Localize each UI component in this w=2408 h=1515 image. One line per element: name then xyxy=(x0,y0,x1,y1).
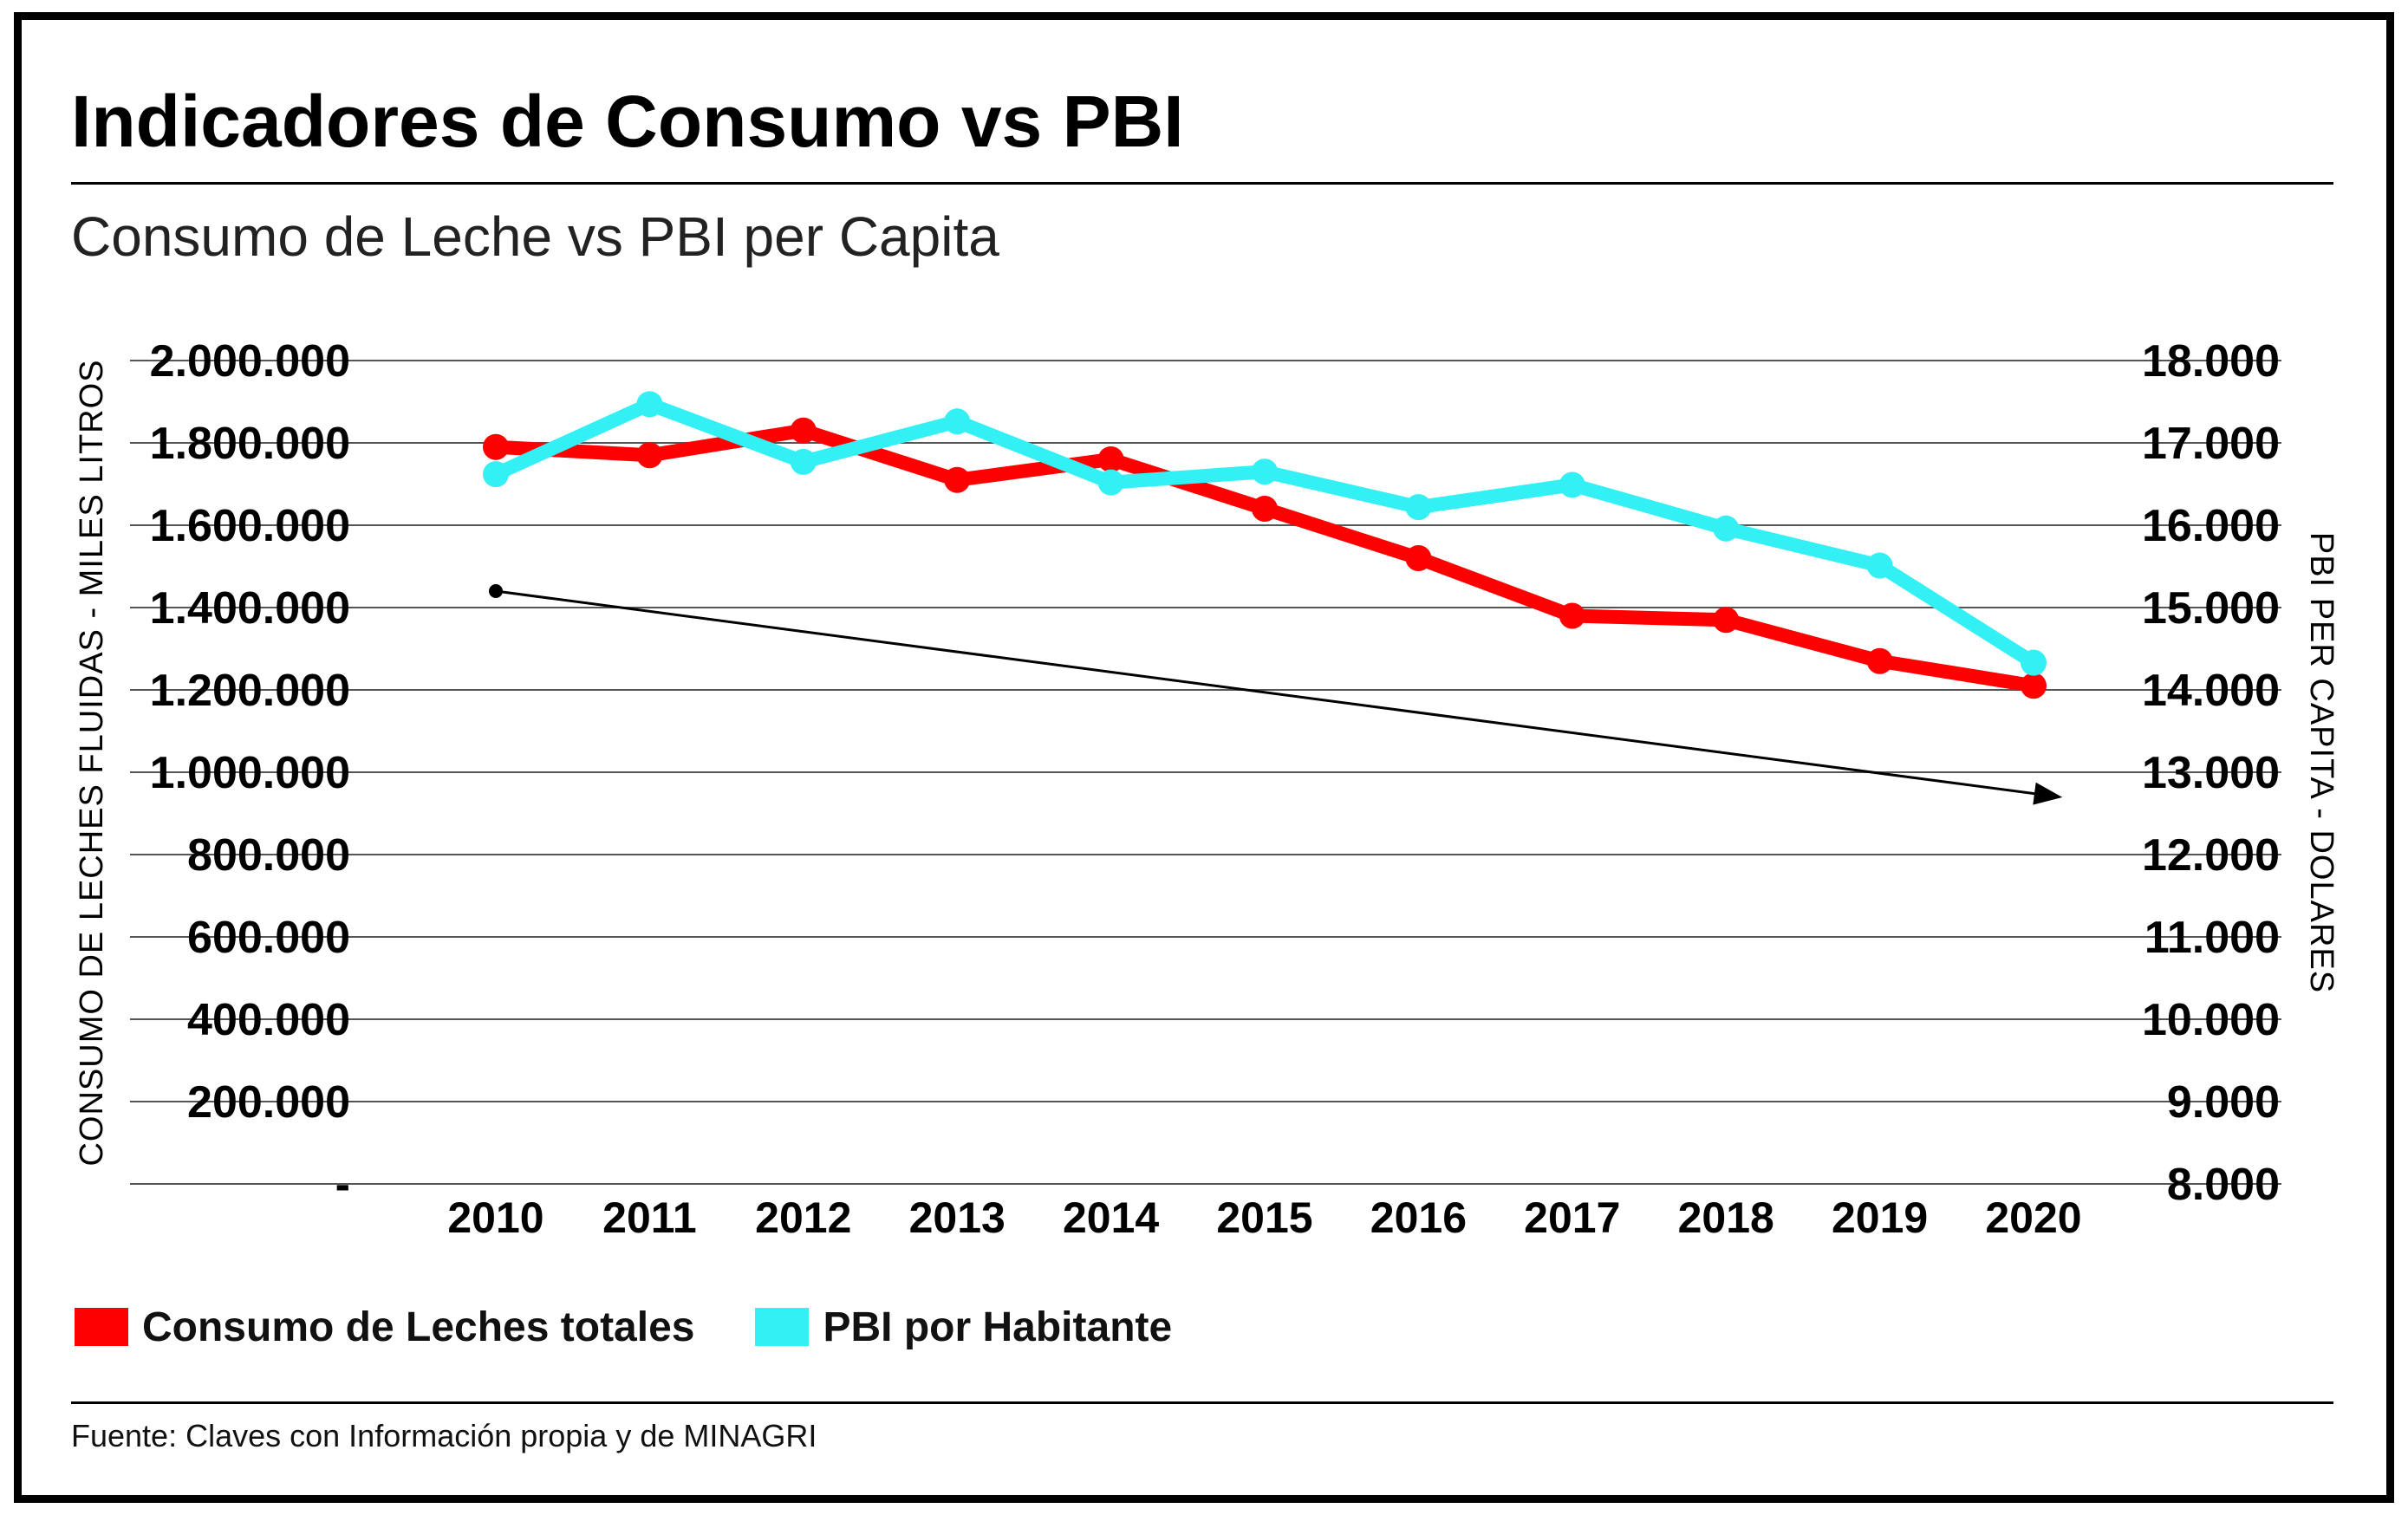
gridlines xyxy=(130,360,2281,1185)
left-tick-label: 1.200.000 xyxy=(150,666,350,716)
data-point xyxy=(1097,446,1124,472)
left-axis-ticks: 2.000.000 1.800.000 1.600.000 1.400.000 1.20… xyxy=(150,336,350,1210)
left-tick-label: 800.000 xyxy=(187,830,350,881)
left-tick-label: 1.400.000 xyxy=(150,583,350,634)
right-tick-label: 14.000 xyxy=(2142,666,2280,716)
data-point xyxy=(636,391,663,418)
right-tick-label: 9.000 xyxy=(2167,1077,2280,1128)
left-tick-label: 600.000 xyxy=(187,913,350,963)
x-tick-label: 2013 xyxy=(909,1193,1006,1242)
chart-frame xyxy=(14,12,2394,1503)
trend-arrow-start-dot xyxy=(489,584,503,598)
x-tick-label: 2010 xyxy=(447,1193,543,1242)
data-point xyxy=(1866,552,1893,579)
left-tick-label: 1.600.000 xyxy=(150,501,350,551)
right-tick-label: 15.000 xyxy=(2142,583,2280,634)
data-point xyxy=(636,442,663,469)
data-point xyxy=(1866,647,1893,674)
right-tick-label: 12.000 xyxy=(2142,830,2280,881)
data-point xyxy=(1713,607,1740,634)
x-tick-label: 2018 xyxy=(1678,1193,1774,1242)
data-point xyxy=(1559,602,1585,629)
right-axis-ticks: 18.000 17.000 16.000 15.000 14.000 13.000 12.0… xyxy=(2142,336,2280,1210)
footer-divider xyxy=(71,1401,2333,1404)
x-tick-label: 2016 xyxy=(1370,1193,1467,1242)
data-point xyxy=(790,417,817,444)
title-divider xyxy=(71,182,2333,185)
trend-arrow xyxy=(495,589,2063,805)
left-tick-label: 400.000 xyxy=(187,995,350,1045)
series-pbi xyxy=(483,391,2047,676)
data-point xyxy=(1405,494,1432,521)
right-tick-label: 10.000 xyxy=(2142,995,2280,1045)
x-tick-label: 2017 xyxy=(1524,1193,1620,1242)
x-tick-label: 2015 xyxy=(1216,1193,1312,1242)
left-tick-label: - xyxy=(335,1160,350,1210)
data-point xyxy=(944,466,971,493)
data-point xyxy=(944,408,971,435)
legend-item-pbi: PBI por Habitante xyxy=(755,1304,1172,1351)
data-point xyxy=(1252,458,1278,485)
data-point xyxy=(1559,471,1585,498)
left-tick-label: 200.000 xyxy=(187,1077,350,1128)
x-tick-label: 2019 xyxy=(1832,1193,1928,1242)
x-tick-label: 2011 xyxy=(602,1193,696,1242)
x-tick-label: 2020 xyxy=(1985,1193,2081,1242)
legend: Consumo de Leches totales PBI por Habita… xyxy=(75,1297,1233,1357)
right-tick-label: 16.000 xyxy=(2142,501,2280,551)
data-point xyxy=(2021,673,2047,699)
data-point xyxy=(1405,545,1432,571)
right-tick-label: 17.000 xyxy=(2142,419,2280,469)
right-tick-label: 11.000 xyxy=(2144,913,2280,963)
data-point xyxy=(1252,496,1278,522)
data-point xyxy=(1097,469,1124,496)
legend-swatch-pbi xyxy=(755,1308,810,1346)
trend-arrow-group xyxy=(489,584,2063,805)
data-point xyxy=(1713,515,1740,542)
right-axis-label: PBI PER CAPITA - DOLARES xyxy=(2303,532,2340,993)
legend-label-consumo: Consumo de Leches totales xyxy=(142,1304,695,1350)
legend-label-pbi: PBI por Habitante xyxy=(823,1304,1173,1350)
left-tick-label: 1.800.000 xyxy=(150,419,350,469)
data-point xyxy=(790,448,817,475)
chart-subtitle: Consumo de Leche vs PBI per Capita xyxy=(71,205,999,268)
left-tick-label: 1.000.000 xyxy=(150,748,350,798)
left-axis-label: CONSUMO DE LECHES FLUIDAS - MILES LITROS xyxy=(74,359,110,1166)
data-point xyxy=(483,433,509,460)
chart-title: Indicadores de Consumo vs PBI xyxy=(71,81,1184,162)
series-layer xyxy=(483,391,2047,699)
right-tick-label: 8.000 xyxy=(2167,1160,2280,1210)
x-axis-ticks: 2010 2011 2012 2013 2014 2015 2016 2017 2018 2019… xyxy=(447,1193,2081,1242)
x-tick-label: 2014 xyxy=(1063,1193,1159,1242)
legend-item-consumo: Consumo de Leches totales xyxy=(75,1304,694,1351)
legend-swatch-consumo xyxy=(75,1308,128,1346)
x-tick-label: 2012 xyxy=(755,1193,851,1242)
data-point xyxy=(2021,649,2047,676)
right-tick-label: 18.000 xyxy=(2142,336,2280,387)
source-note: Fuente: Claves con Información propia y … xyxy=(71,1418,817,1453)
left-tick-label: 2.000.000 xyxy=(150,336,350,387)
right-tick-label: 13.000 xyxy=(2142,748,2280,798)
data-point xyxy=(483,461,509,488)
